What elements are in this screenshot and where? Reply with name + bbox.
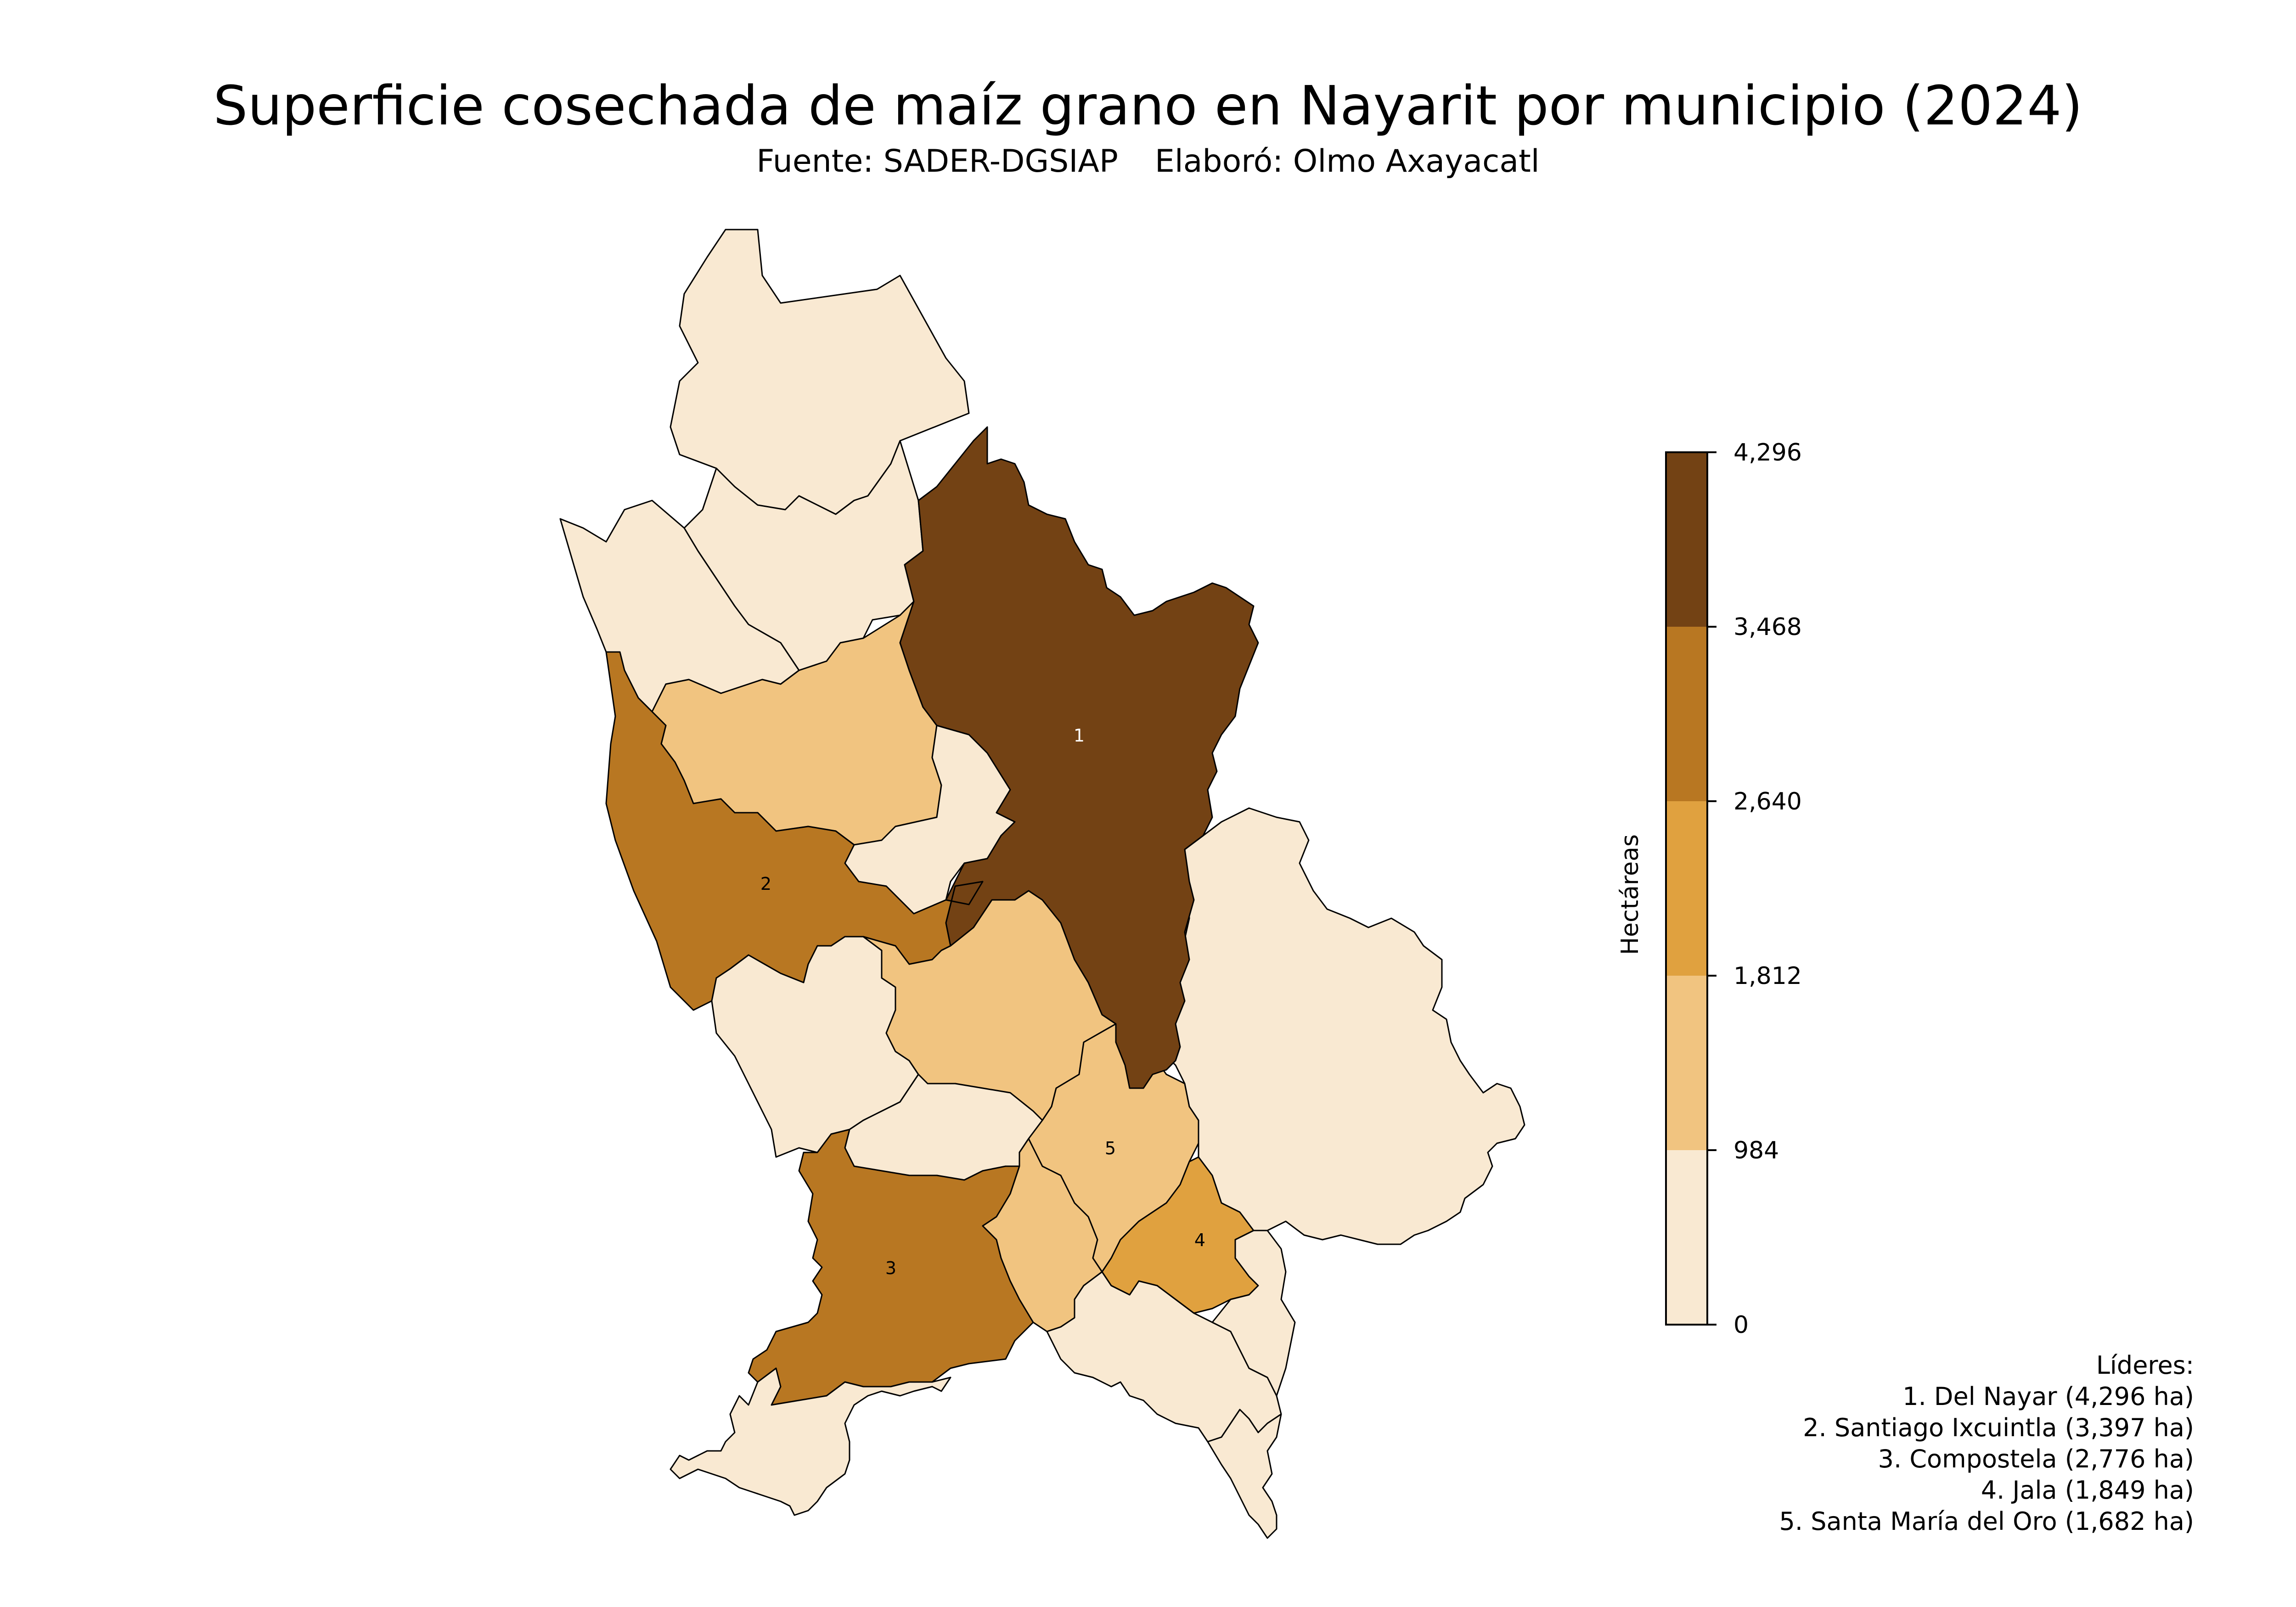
rank-label-5: 5 xyxy=(1105,1138,1116,1158)
colorbar-bin-2 xyxy=(1666,976,1707,1150)
leaders-title: Líderes: xyxy=(2096,1351,2194,1380)
leader-item: 4. Jala (1,849 ha) xyxy=(1981,1476,2194,1505)
municipality-compostela[interactable] xyxy=(748,1129,1034,1406)
colorbar-frame xyxy=(1665,451,1708,1326)
author-label: Elaboró: Olmo Axayacatl xyxy=(1154,143,1540,180)
colorbar-tick-3468: 3,468 xyxy=(1733,613,1802,641)
rank-label-1: 1 xyxy=(1074,725,1085,746)
colorbar-title: Hectáreas xyxy=(1616,834,1644,955)
source-label: Fuente: SADER-DGSIAP xyxy=(756,143,1118,180)
colorbar-bin-3 xyxy=(1666,801,1707,976)
leader-item: 2. Santiago Ixcuintla (3,397 ha) xyxy=(1803,1413,2194,1442)
leader-item: 5. Santa María del Oro (1,682 ha) xyxy=(1779,1507,2194,1536)
leader-item: 1. Del Nayar (4,296 ha) xyxy=(1902,1382,2194,1411)
municipality-la-yesca[interactable] xyxy=(1165,807,1525,1245)
map-subtitle: Fuente: SADER-DGSIAP Elaboró: Olmo Axayac… xyxy=(0,143,2296,180)
map-title: Superficie cosechada de maíz grano en Na… xyxy=(213,74,2083,137)
leader-item: 3. Compostela (2,776 ha) xyxy=(1878,1444,2194,1473)
colorbar-tick-2640: 2,640 xyxy=(1733,788,1802,815)
colorbar xyxy=(1665,451,1716,1326)
leaders-box: Líderes: 1. Del Nayar (4,296 ha) 2. Sant… xyxy=(1779,1350,2194,1537)
rank-label-3: 3 xyxy=(885,1258,896,1278)
colorbar-bin-4 xyxy=(1666,627,1707,801)
rank-label-4: 4 xyxy=(1194,1230,1205,1250)
municipality-amatlan-de-canas[interactable] xyxy=(1207,1409,1282,1539)
colorbar-tick-0: 0 xyxy=(1733,1311,1749,1339)
colorbar-tick-1812: 1,812 xyxy=(1733,962,1802,990)
rank-label-2: 2 xyxy=(760,874,771,894)
colorbar-tick-4296: 4,296 xyxy=(1733,439,1802,466)
municipality-del-nayar[interactable] xyxy=(899,426,1259,1089)
municipality-ixtlan-del-rio[interactable] xyxy=(1211,1230,1296,1397)
colorbar-bin-5 xyxy=(1666,452,1707,627)
municipality-bahia-de-banderas[interactable] xyxy=(670,1367,951,1516)
colorbar-bin-1 xyxy=(1666,1150,1707,1325)
colorbar-tick-984: 984 xyxy=(1733,1137,1779,1164)
